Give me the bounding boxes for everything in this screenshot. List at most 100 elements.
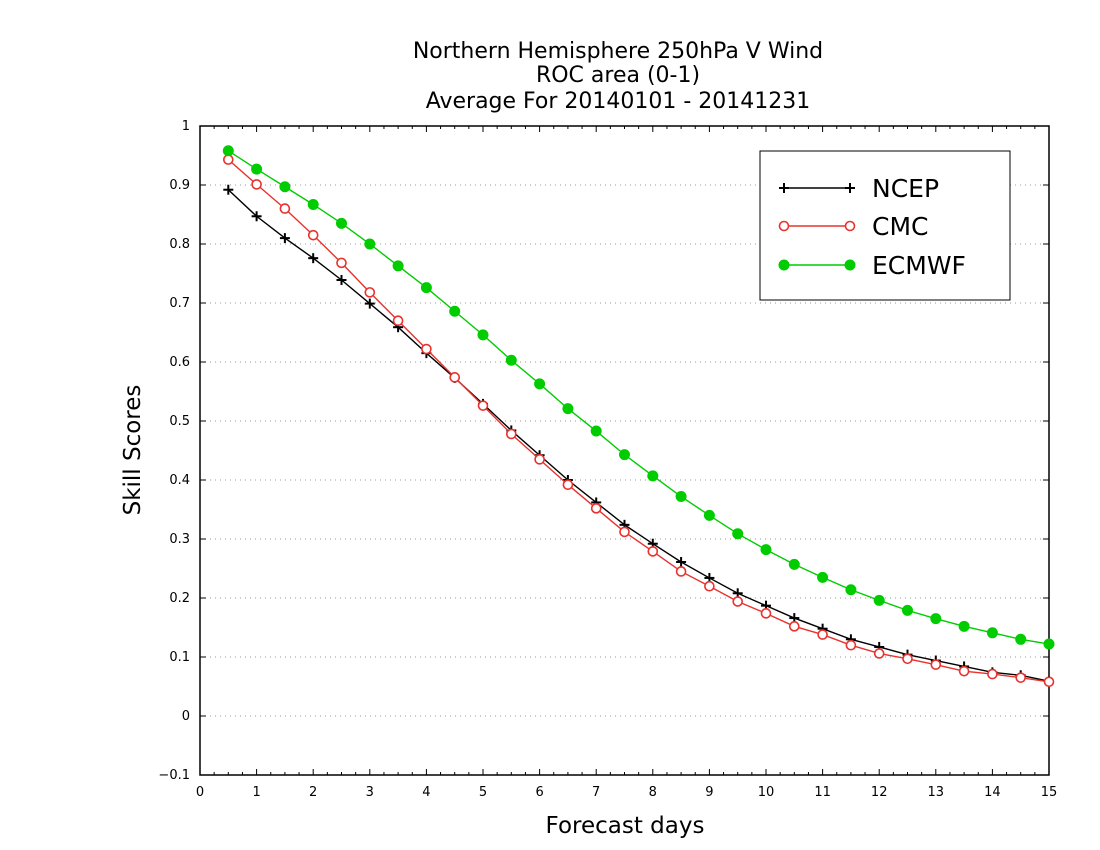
data-point-ecmwf [1043, 638, 1055, 650]
x-tick-label: 6 [535, 785, 543, 800]
data-point-cmc [675, 566, 687, 577]
data-point-ecmwf [364, 238, 376, 250]
data-point-ecmwf [732, 528, 744, 540]
x-tick-label: 1 [252, 785, 260, 800]
data-point-ncep [223, 184, 234, 195]
data-point-ecmwf [505, 354, 517, 366]
series-cmc [223, 154, 1055, 688]
data-point-cmc [1015, 672, 1027, 683]
chart-title-line-3: Average For 20140101 - 20141231 [426, 89, 811, 114]
x-axis-title: Forecast days [546, 813, 705, 839]
y-tick-label: 0.5 [169, 414, 190, 429]
y-tick-label: 0.6 [169, 355, 190, 370]
data-point-cmc [845, 639, 857, 651]
legend-label-ecmwf: ECMWF [872, 251, 966, 280]
x-tick-label: 10 [758, 785, 775, 800]
y-tick-label: 0.2 [169, 591, 190, 606]
legend-item-cmc: CMC [778, 212, 928, 241]
data-point-cmc [534, 454, 545, 465]
legend-marker-ecmwf [778, 259, 790, 271]
data-point-ecmwf [590, 425, 602, 437]
x-tick-label: 2 [309, 785, 317, 800]
data-point-ncep [336, 274, 347, 285]
data-point-ecmwf [788, 558, 800, 570]
data-point-cmc [477, 400, 489, 411]
legend-marker-ncep [779, 183, 789, 193]
data-point-cmc [930, 659, 942, 670]
x-tick-label: 7 [592, 785, 600, 800]
data-point-ecmwf [307, 198, 319, 210]
data-point-cmc [279, 203, 291, 214]
data-point-ecmwf [562, 403, 574, 415]
data-point-ecmwf [873, 594, 885, 606]
data-point-cmc [788, 621, 800, 632]
data-point-cmc [449, 372, 461, 383]
data-point-cmc [251, 179, 262, 190]
data-point-cmc [364, 287, 376, 298]
series-layer [222, 145, 1055, 688]
data-point-ecmwf [420, 282, 432, 294]
data-point-cmc [873, 648, 885, 659]
y-tick-label: 0.1 [169, 650, 190, 665]
data-point-cmc [647, 546, 659, 557]
legend-item-ncep: NCEP [779, 174, 939, 203]
x-axis: 0 1 2 3 4 5 6 7 8 9 10 11 12 13 14 15 [196, 126, 1057, 800]
data-point-ecmwf [392, 260, 404, 272]
x-tick-label: 14 [984, 785, 1001, 800]
y-tick-label: 0.7 [169, 296, 190, 311]
data-point-ecmwf [647, 470, 659, 482]
data-point-ecmwf [986, 627, 998, 639]
data-point-ecmwf [930, 613, 942, 625]
data-point-ecmwf [251, 163, 263, 175]
data-point-ncep [676, 557, 687, 568]
data-point-ncep [251, 211, 262, 222]
data-point-cmc [760, 608, 772, 619]
data-point-cmc [307, 229, 319, 241]
y-tick-label: 0.9 [169, 178, 190, 193]
data-point-cmc [562, 479, 574, 491]
data-point-ecmwf [534, 378, 546, 390]
data-point-ecmwf [902, 604, 913, 616]
data-point-cmc [987, 668, 998, 680]
x-tick-label: 4 [422, 785, 430, 800]
y-tick-label: 0.4 [169, 473, 190, 488]
x-tick-label: 0 [196, 785, 204, 800]
data-point-ecmwf [958, 620, 970, 632]
legend-label-ncep: NCEP [872, 174, 939, 203]
legend-marker-ecmwf [844, 259, 856, 271]
data-point-ncep [308, 253, 319, 264]
data-point-ecmwf [760, 544, 772, 556]
x-tick-label: 9 [705, 785, 713, 800]
y-axis: −0.1 0 0.1 0.2 0.3 0.4 0.5 0.6 0.7 0.8 0.9 1 [158, 119, 1049, 783]
data-point-cmc [732, 596, 744, 607]
data-point-cmc [223, 154, 234, 165]
data-point-ecmwf [817, 571, 829, 583]
data-point-ncep [279, 233, 290, 244]
legend-marker-cmc [844, 220, 856, 232]
data-point-ecmwf [703, 509, 715, 521]
legend-marker-cmc [778, 220, 790, 232]
data-point-ecmwf [477, 329, 489, 341]
data-point-ecmwf [449, 305, 461, 317]
data-point-ecmwf [336, 217, 347, 229]
data-point-cmc [392, 315, 404, 327]
x-tick-label: 15 [1041, 785, 1058, 800]
y-tick-label: 0.8 [169, 237, 190, 252]
y-axis-title: Skill Scores [120, 385, 146, 516]
x-tick-label: 5 [479, 785, 487, 800]
x-tick-label: 8 [649, 785, 657, 800]
data-point-cmc [1043, 676, 1055, 688]
data-point-ecmwf [222, 145, 234, 157]
x-tick-label: 3 [366, 785, 374, 800]
data-point-cmc [336, 257, 347, 269]
data-point-ncep [364, 298, 375, 309]
data-point-ecmwf [1015, 633, 1027, 645]
data-point-ecmwf [619, 449, 630, 461]
data-point-cmc [590, 503, 602, 514]
x-tick-label: 12 [871, 785, 888, 800]
data-point-cmc [421, 343, 432, 355]
legend-item-ecmwf: ECMWF [778, 251, 966, 280]
chart-title-line-2: ROC area (0-1) [536, 63, 700, 88]
x-tick-label: 13 [928, 785, 945, 800]
y-tick-label: 0 [182, 709, 190, 724]
